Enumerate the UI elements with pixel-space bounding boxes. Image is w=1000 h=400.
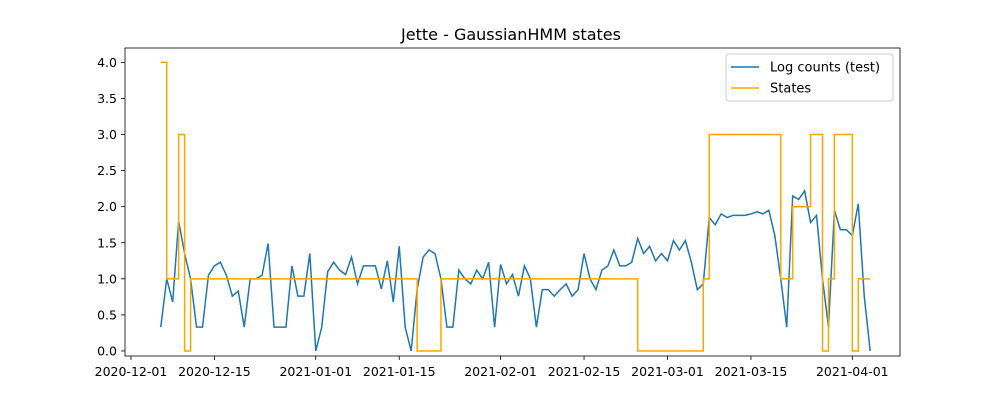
y-tick-label: 3.5 (97, 91, 117, 106)
x-tick-label: 2021-02-15 (548, 364, 621, 379)
y-tick-label: 3.0 (97, 127, 117, 142)
x-tick-label: 2020-12-15 (178, 364, 251, 379)
x-tick-label: 2021-04-01 (816, 364, 889, 379)
legend-label: States (770, 82, 811, 97)
y-tick-label: 0.5 (97, 307, 117, 322)
axes-frame (124, 47, 901, 357)
legend-box (725, 53, 894, 102)
chart-title: Jette - GaussianHMM states (400, 25, 621, 44)
x-tick-label: 2020-12-01 (95, 364, 168, 379)
y-tick-label: 1.5 (97, 235, 117, 250)
x-axis: 2020-12-01 2020-12-15 2021-01-01 2021-01-15… (95, 356, 889, 379)
plot-area (160, 61, 871, 352)
x-tick-label: 2021-02-01 (464, 364, 537, 379)
series-line-states (160, 61, 871, 352)
y-tick-label: 0.0 (97, 343, 117, 358)
series-line-log-counts (160, 188, 871, 352)
y-tick-label: 1.0 (97, 271, 117, 286)
y-tick-label: 4.0 (97, 55, 117, 70)
legend: Log counts (test) States (725, 53, 894, 102)
x-tick-label: 2021-03-15 (715, 364, 788, 379)
y-tick-label: 2.5 (97, 163, 117, 178)
legend-label: Log counts (test) (770, 61, 880, 76)
x-tick-label: 2021-01-01 (279, 364, 352, 379)
y-tick-label: 2.0 (97, 199, 117, 214)
y-axis: 0.0 0.5 1.0 1.5 2.0 2.5 3.0 3.5 4.0 (97, 55, 125, 358)
x-tick-label: 2021-01-15 (363, 364, 436, 379)
x-tick-label: 2021-03-01 (631, 364, 704, 379)
